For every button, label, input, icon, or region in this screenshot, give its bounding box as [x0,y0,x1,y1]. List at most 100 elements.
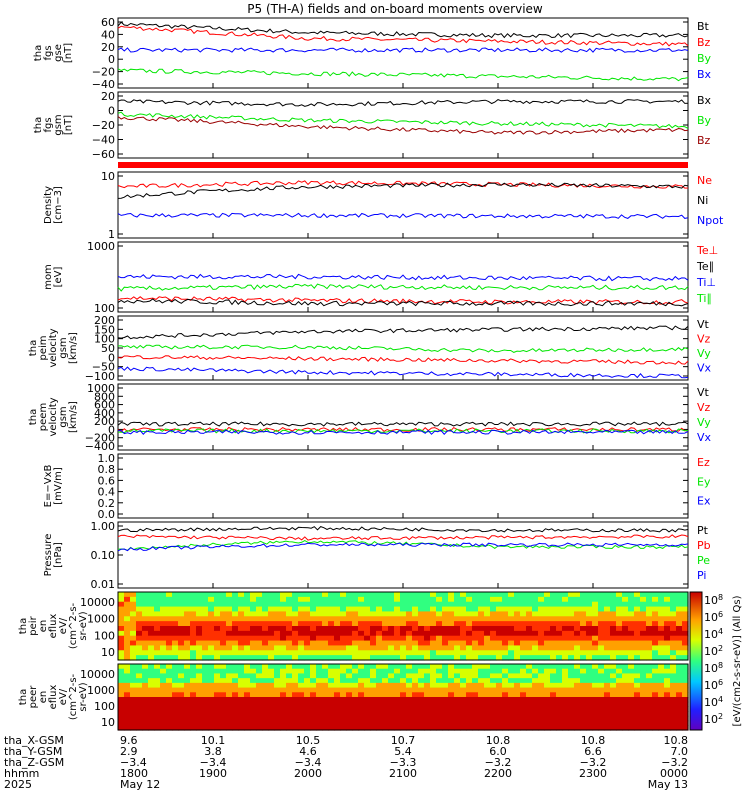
spectrogram-cell [196,655,203,661]
spectrogram-cell [634,640,641,647]
spectrogram-cell [454,650,461,656]
spectrogram-cell [262,640,269,647]
spectrogram-cell [448,682,455,689]
spectrogram-cell [550,596,557,603]
spectrogram-cell [232,673,239,679]
spectrogram-cell [460,711,467,717]
spectrogram-cell [442,664,449,670]
spectrogram-cell [676,668,683,675]
legend-entry: Vz [697,401,711,414]
spectrogram-cell [598,640,605,647]
spectrogram-cell [430,616,437,622]
quality-flag-bar [118,162,688,168]
spectrogram-cell [490,706,497,712]
spectrogram-cell [346,687,353,693]
spectrogram-cell [346,626,353,632]
spectrogram-cell [616,616,623,622]
spectrogram-cell [520,715,527,722]
spectrogram-cell [508,626,515,632]
spectrogram-cell [220,697,227,703]
spectrogram-cell [592,596,599,603]
spectrogram-cell [118,725,125,731]
y-axis-label-line: en [38,620,49,633]
spectrogram-cell [184,640,191,647]
spectrogram-cell [586,673,593,679]
spectrogram-cell [478,711,485,717]
spectrogram-cell [214,715,221,722]
y-tick-label: −60 [92,148,115,161]
spectrogram-cell [502,640,509,647]
spectrogram-cell [166,678,173,684]
spectrogram-cell [118,635,125,642]
spectrogram-cell [562,678,569,684]
spectrogram-cell [640,621,647,627]
spectrogram-cell [592,645,599,651]
spectrogram-cell [502,650,509,656]
spectrogram-cell [226,687,233,693]
colorbar-tick-label: 104 [704,695,723,709]
spectrogram-cell [220,635,227,642]
spectrogram-cell [598,616,605,622]
spectrogram-cell [610,701,617,708]
spectrogram-cell [142,596,149,603]
spectrogram-cell [508,596,515,603]
spectrogram-cell [388,668,395,675]
spectrogram-cell [490,650,497,656]
y-tick-label: 800 [94,390,115,403]
spectrogram-cell [538,720,545,726]
spectrogram-cell [448,711,455,717]
spectrogram-cell [532,645,539,651]
spectrogram-cell [412,725,419,731]
legend-entry: Vx [697,431,712,444]
spectrogram-cell [622,725,629,731]
spectrogram-cell [646,664,653,670]
spectrogram-cell [616,606,623,613]
spectrogram-cell [418,678,425,684]
y-tick-label: 600 [94,399,115,412]
spectrogram-cell [562,697,569,703]
y-axis-label-line: [km/s] [68,401,79,433]
spectrogram-cell [634,650,641,656]
spectrogram-cell [346,706,353,712]
spectrogram-cell [664,606,671,613]
spectrogram-cell [334,711,341,717]
spectrogram-cell [280,720,287,726]
spectrogram-cell [406,621,413,627]
spectrogram-cell [238,692,245,698]
spectrogram-cell [496,668,503,675]
spectrogram-cell [634,596,641,603]
spectrogram-cell [316,701,323,708]
spectrogram-cell [394,592,401,598]
y-tick-label: 150 [94,323,115,336]
spectrogram-cell [160,673,167,679]
spectrogram-cell [346,701,353,708]
spectrogram-cell [646,601,653,608]
spectrogram-cell [256,621,263,627]
spectrogram-cell [532,715,539,722]
spectrogram-cell [412,601,419,608]
spectrogram-cell [304,596,311,603]
spectrogram-cell [388,650,395,656]
spectrogram-cell [460,682,467,689]
spectrogram-cell [496,715,503,722]
spectrogram-cell [532,611,539,617]
spectrogram-cell [406,645,413,651]
spectrogram-cell [232,682,239,689]
spectrogram-cell [262,626,269,632]
spectrogram-cell [472,673,479,679]
spectrogram-cell [118,697,125,703]
spectrogram-cell [406,720,413,726]
spectrogram-cell [172,606,179,613]
spectrogram-cell [358,668,365,675]
spectrogram-cell [382,692,389,698]
spectrogram-cell [676,692,683,698]
spectrogram-cell [652,611,659,617]
spectrogram-cell [646,682,653,689]
spectrogram-cell [274,640,281,647]
spectrogram-cell [196,664,203,670]
spectrogram-cell [376,668,383,675]
spectrogram-cell [652,701,659,708]
legend-entry: Ni [697,194,708,207]
spectrogram-cell [238,655,245,661]
spectrogram-cell [298,664,305,670]
